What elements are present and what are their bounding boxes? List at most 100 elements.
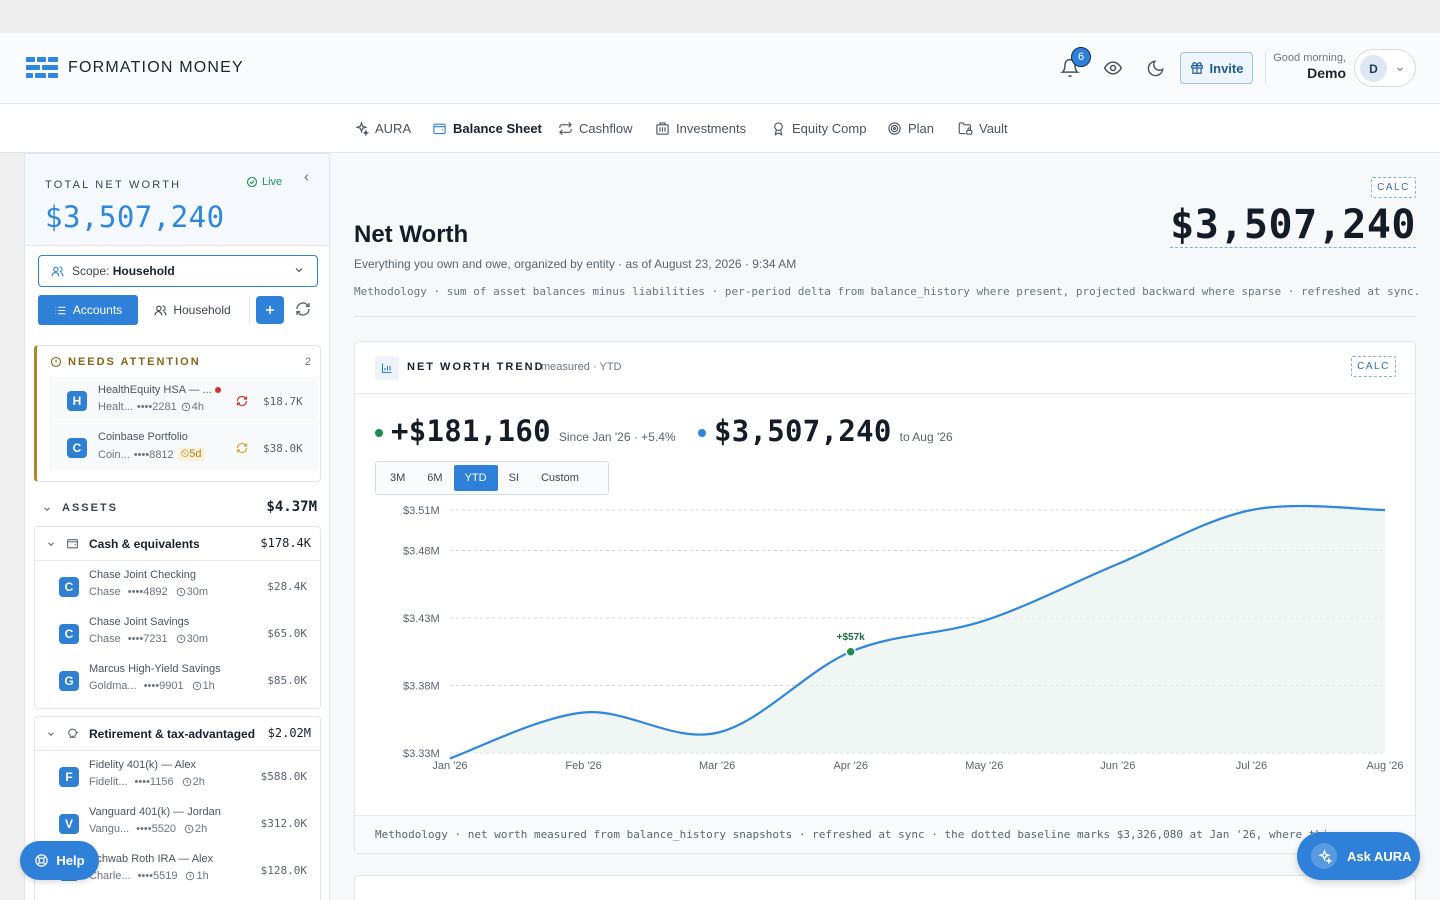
range-button-si[interactable]: SI xyxy=(508,472,519,484)
check-circle-icon xyxy=(246,176,258,188)
help-button[interactable]: Help xyxy=(20,841,99,880)
needs-attention-label: NEEDS ATTENTION xyxy=(68,356,201,368)
sync-error-icon[interactable] xyxy=(236,395,248,407)
range-button-ytd[interactable]: YTD xyxy=(453,465,498,491)
calc-badge[interactable]: CALC xyxy=(1371,177,1416,198)
avatar: D xyxy=(1360,55,1387,82)
current-sub: to Aug '26 xyxy=(899,430,953,444)
household-view-button[interactable]: Household xyxy=(145,295,240,325)
account-mask: ••••7231 xyxy=(127,633,168,645)
range-button-6m[interactable]: 6M xyxy=(427,472,443,484)
list-item[interactable]: C Chase Joint Checking Chase ••••4892 30m $28… xyxy=(35,562,320,609)
brand-name: FORMATION MONEY xyxy=(68,59,244,76)
x-tick-label: Mar '26 xyxy=(699,760,735,772)
group-header[interactable]: Cash & equivalents $178.4K xyxy=(35,527,320,561)
list-item[interactable]: C Coinbase Portfolio Coin... ••••8812 ⏲5… xyxy=(49,424,318,470)
ask-aura-button[interactable]: Ask AURA xyxy=(1297,832,1420,880)
brand-logo[interactable] xyxy=(26,57,59,79)
tab-aura[interactable]: AURA xyxy=(354,121,411,136)
tab-equity-comp[interactable]: Equity Comp xyxy=(771,121,866,136)
refresh-button[interactable] xyxy=(295,301,311,322)
sidebar: TOTAL NET WORTH $3,507,240 Live Scope: H… xyxy=(24,153,330,900)
account-logo: C xyxy=(59,624,79,644)
scope-value: Household xyxy=(112,264,175,278)
account-meta: Charle... ••••5519 1h xyxy=(89,870,209,882)
list-item[interactable]: C Chase Joint Savings Chase ••••7231 30m $65.… xyxy=(35,609,320,656)
range-selector: 3M 6M YTD SI Custom xyxy=(375,461,609,495)
range-button-3m[interactable]: 3M xyxy=(390,472,406,484)
account-name: Marcus High-Yield Savings xyxy=(89,663,221,675)
collapse-sidebar-button[interactable] xyxy=(301,170,312,186)
header-divider xyxy=(1265,51,1266,85)
sync-age: 4h xyxy=(191,401,204,413)
user-menu[interactable]: D xyxy=(1354,49,1416,87)
invite-button[interactable]: Invite xyxy=(1180,52,1253,84)
tab-balance-sheet[interactable]: Balance Sheet xyxy=(432,121,542,136)
account-amount: $588.0K xyxy=(260,770,307,783)
x-tick-label: Apr '26 xyxy=(833,760,868,772)
accounts-view-button[interactable]: Accounts xyxy=(38,295,138,325)
assets-total: $4.37M xyxy=(266,499,317,515)
delta-dot xyxy=(375,429,383,437)
clock-icon xyxy=(184,824,194,834)
account-logo: C xyxy=(67,438,87,458)
account-name: Coinbase Portfolio xyxy=(98,431,188,443)
tab-label: Plan xyxy=(908,121,935,136)
users-icon xyxy=(154,304,167,315)
tab-vault[interactable]: Vault xyxy=(958,121,1008,136)
net-worth-big-value[interactable]: $3,507,240 xyxy=(1170,202,1416,248)
assets-section-header[interactable]: ASSETS $4.37M xyxy=(42,499,317,519)
scope-select[interactable]: Scope: Household xyxy=(38,255,318,287)
y-tick-label: $3.33M xyxy=(403,748,440,760)
piggy-bank-icon xyxy=(68,728,78,738)
account-meta: Goldma... ••••9901 1h xyxy=(89,680,215,692)
account-meta: Healt... ••••2281 4h xyxy=(98,401,204,413)
moon-icon[interactable] xyxy=(1143,56,1167,80)
y-tick-label: $3.48M xyxy=(403,546,440,558)
institution: Coin... xyxy=(98,448,130,461)
assets-label: ASSETS xyxy=(62,502,119,514)
account-meta: Chase ••••7231 30m xyxy=(89,633,208,645)
card-footer: Methodology · net worth measured from ba… xyxy=(355,815,1415,853)
y-tick-label: $3.38M xyxy=(403,681,440,693)
group-header[interactable]: Retirement & tax-advantaged $2.02M xyxy=(35,717,320,751)
divider xyxy=(354,316,1416,317)
range-button-custom[interactable]: Custom xyxy=(540,472,579,484)
repeat-icon xyxy=(559,121,572,136)
x-tick-label: Jun '26 xyxy=(1100,760,1135,772)
folder-lock-icon xyxy=(958,122,973,135)
tab-investments[interactable]: Investments xyxy=(655,121,746,136)
annotation-label: +$57k xyxy=(837,632,866,643)
sync-age: 1h xyxy=(196,870,209,882)
divider xyxy=(249,296,250,324)
invite-label: Invite xyxy=(1209,60,1244,76)
methodology-note: Methodology · sum of asset balances minu… xyxy=(354,285,1421,298)
sync-warning-icon[interactable] xyxy=(236,442,248,454)
tab-label: AURA xyxy=(375,121,412,136)
account-mask: ••••1156 xyxy=(134,776,174,788)
page-title: Net Worth xyxy=(354,221,469,248)
account-logo: V xyxy=(59,814,79,834)
asset-group-cash: Cash & equivalents $178.4K C Chase Joint … xyxy=(34,526,321,709)
account-mask: ••••9901 xyxy=(143,680,184,692)
account-amount: $85.0K xyxy=(267,674,307,687)
account-name: Schwab Roth IRA — Alex xyxy=(89,853,214,865)
add-account-button[interactable] xyxy=(256,296,284,324)
annotation-point xyxy=(845,646,856,657)
bell-icon[interactable] xyxy=(1058,56,1082,80)
main-nav: AURA Balance Sheet Cashflow Investments … xyxy=(0,104,1440,153)
list-item[interactable]: H HealthEquity HSA — ... Healt... ••••22… xyxy=(49,377,318,423)
y-tick-label: $3.51M xyxy=(403,505,440,517)
tab-plan[interactable]: Plan xyxy=(887,121,934,136)
calc-badge[interactable]: CALC xyxy=(1351,356,1396,377)
account-mask: ••••5520 xyxy=(136,823,177,835)
tab-cashflow[interactable]: Cashflow xyxy=(558,121,632,136)
alert-circle-icon xyxy=(50,356,62,368)
list-item[interactable]: F Fidelity 401(k) — Alex Fidelit... ••••115… xyxy=(35,752,320,799)
eye-icon[interactable] xyxy=(1101,56,1125,80)
account-meta: Vangu... ••••5520 2h xyxy=(89,823,207,835)
list-item[interactable]: V Vanguard 401(k) — Jordan Vangu... ••••552… xyxy=(35,799,320,846)
lifebuoy-icon xyxy=(35,854,49,867)
list-item[interactable]: G Marcus High-Yield Savings Goldma... ••••9… xyxy=(35,656,320,703)
page-subtitle: Everything you own and owe, organized by… xyxy=(354,257,797,271)
